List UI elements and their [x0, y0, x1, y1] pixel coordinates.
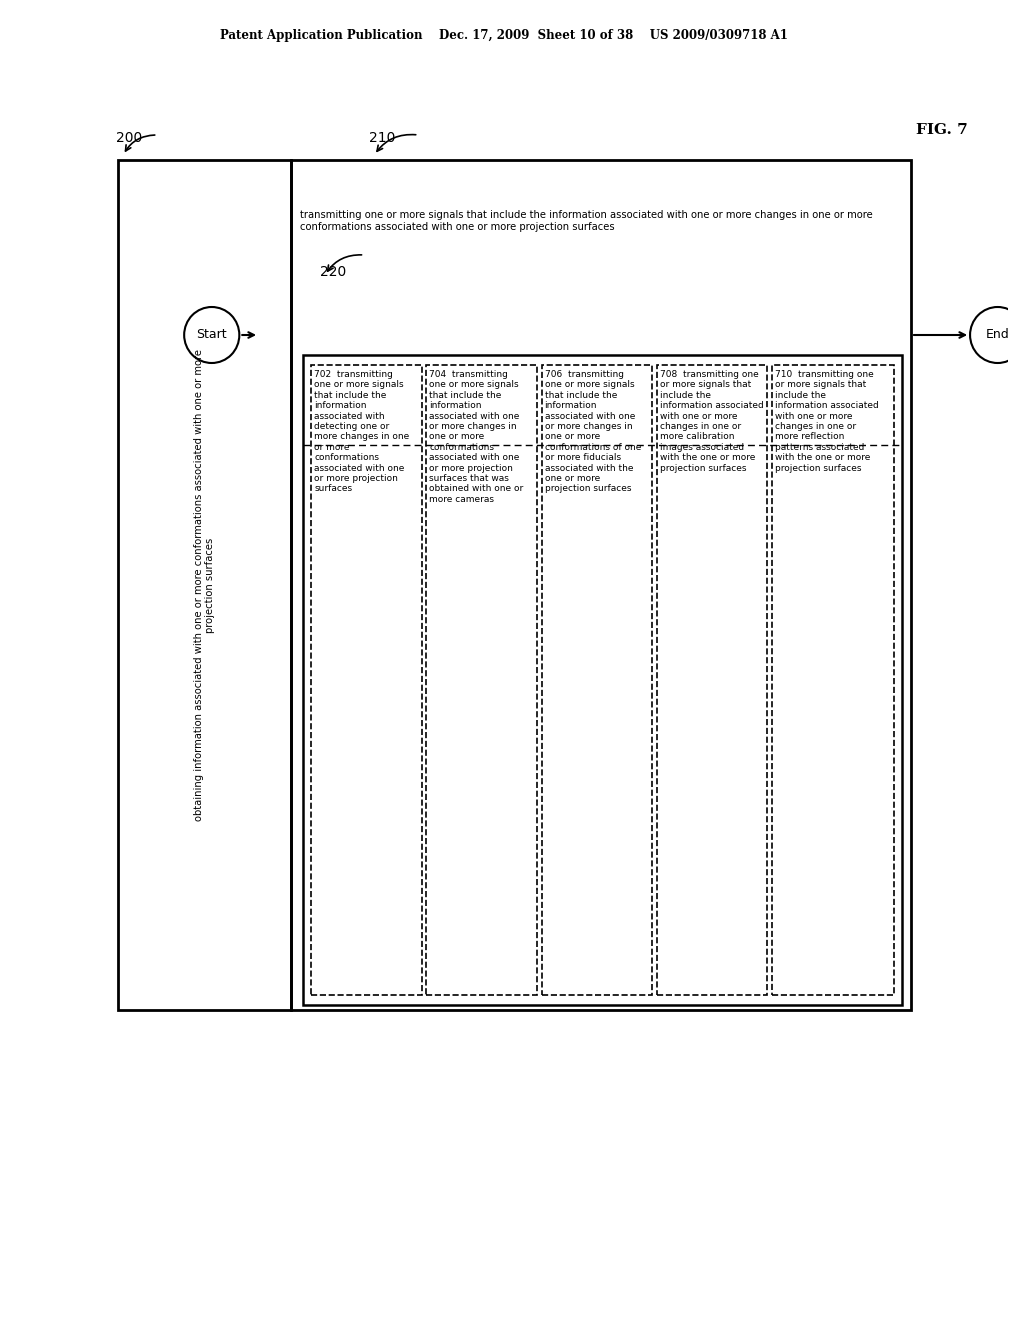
Text: 708  transmitting one
or more signals that
include the
information associated
wi: 708 transmitting one or more signals tha… [659, 370, 764, 473]
Text: 200: 200 [116, 131, 142, 145]
Bar [303, 355, 902, 1005]
Bar [656, 366, 767, 995]
Bar [542, 366, 652, 995]
Circle shape [970, 308, 1024, 363]
Text: 706  transmitting
one or more signals
that include the
information
associated wi: 706 transmitting one or more signals tha… [545, 370, 641, 494]
Circle shape [184, 308, 240, 363]
Text: 702  transmitting
one or more signals
that include the
information
associated wi: 702 transmitting one or more signals tha… [314, 370, 410, 494]
Text: FIG. 7: FIG. 7 [915, 123, 968, 137]
Text: Start: Start [197, 329, 227, 342]
Bar [118, 160, 291, 1010]
Text: Patent Application Publication    Dec. 17, 2009  Sheet 10 of 38    US 2009/03097: Patent Application Publication Dec. 17, … [220, 29, 788, 41]
Bar [426, 366, 537, 995]
Bar [291, 160, 911, 1010]
Text: 210: 210 [370, 131, 395, 145]
Text: 704  transmitting
one or more signals
that include the
information
associated wi: 704 transmitting one or more signals tha… [429, 370, 523, 504]
Bar [311, 366, 422, 995]
Bar [772, 366, 894, 995]
Text: obtaining information associated with one or more conformations associated with : obtaining information associated with on… [194, 348, 215, 821]
Text: 220: 220 [321, 265, 346, 279]
Text: 710  transmitting one
or more signals that
include the
information associated
wi: 710 transmitting one or more signals tha… [775, 370, 879, 473]
Text: transmitting one or more signals that include the information associated with on: transmitting one or more signals that in… [300, 210, 873, 231]
Text: End: End [986, 329, 1010, 342]
